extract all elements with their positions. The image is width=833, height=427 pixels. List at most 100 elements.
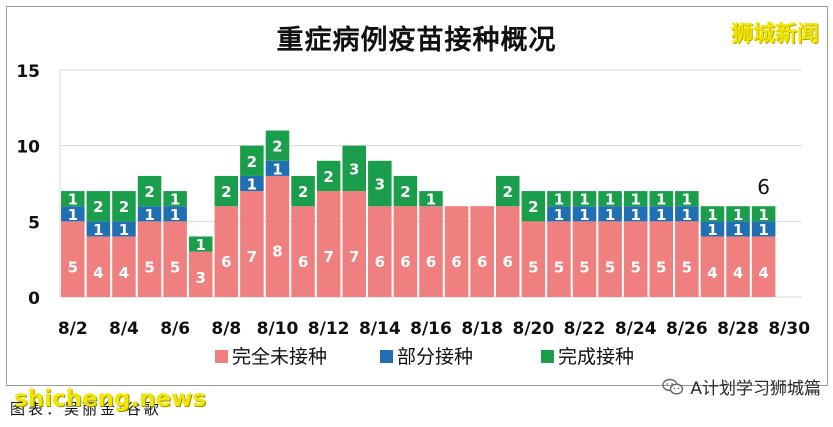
x-tick-label: 8/8 <box>211 319 241 339</box>
data-label: 5 <box>682 259 692 277</box>
bar-segment <box>137 221 162 297</box>
data-label: 1 <box>170 206 180 224</box>
data-label: 4 <box>119 264 129 282</box>
data-label: 7 <box>247 248 257 266</box>
data-label: 2 <box>93 198 103 216</box>
data-label: 1 <box>707 206 717 224</box>
bar-segment <box>316 191 341 297</box>
data-label: 1 <box>93 221 103 239</box>
legend-swatch <box>380 350 393 363</box>
bar-segment <box>726 236 750 297</box>
bar-segment <box>368 160 392 207</box>
data-label: 5 <box>579 259 589 277</box>
x-tick-label: 8/16 <box>410 319 452 339</box>
data-label: 7 <box>323 248 333 266</box>
x-tick-label: 8/24 <box>615 319 657 339</box>
data-label: 6 <box>221 253 231 271</box>
x-tick-label: 8/6 <box>160 319 190 339</box>
data-label: 2 <box>323 168 333 186</box>
data-label: 2 <box>272 138 282 156</box>
data-label: 4 <box>758 264 768 282</box>
legend-label: 部分接种 <box>397 346 473 368</box>
data-label: 1 <box>196 236 206 254</box>
bar-segment <box>265 160 290 176</box>
bar-segment <box>675 206 699 222</box>
data-label: 6 <box>451 253 461 271</box>
data-label: 4 <box>733 264 743 282</box>
data-label: 5 <box>656 259 666 277</box>
bar-segment <box>598 206 622 222</box>
bar-segment <box>751 236 776 297</box>
data-label: 1 <box>605 191 615 209</box>
bar-segment <box>137 175 162 207</box>
bar-segment <box>495 175 520 207</box>
watermark-url: shicheng.news <box>14 386 207 412</box>
y-tick-label: 15 <box>16 62 40 82</box>
y-tick-label: 10 <box>16 138 40 158</box>
bar-segment <box>163 191 187 207</box>
bar-segment <box>547 191 571 207</box>
data-label: 4 <box>707 264 717 282</box>
bar-segment <box>547 221 571 297</box>
bar-segment <box>342 191 367 297</box>
data-label: 1 <box>733 206 743 224</box>
bar-segment <box>291 206 315 297</box>
data-label: 1 <box>579 206 589 224</box>
y-tick-label: 0 <box>28 289 40 309</box>
bar-segment <box>649 221 674 297</box>
data-label: 2 <box>298 183 308 201</box>
data-label: 1 <box>656 191 666 209</box>
bar-segment <box>572 191 597 207</box>
legend-label: 完成接种 <box>558 346 634 368</box>
bar-segment <box>726 206 750 222</box>
bar-segment <box>61 191 85 207</box>
bar-segment <box>86 191 111 222</box>
bar-segment <box>572 221 597 297</box>
bar-segment <box>751 221 776 237</box>
bar-segment <box>86 221 111 237</box>
data-label: 6 <box>477 253 487 271</box>
data-label: 2 <box>221 183 231 201</box>
bar-segment <box>547 206 571 222</box>
data-label: 1 <box>68 206 78 224</box>
bar-segment <box>393 206 418 297</box>
data-label: 7 <box>349 248 359 266</box>
annotation-label: 6 <box>757 175 770 199</box>
bar-segment <box>163 221 187 297</box>
bar-segment <box>675 221 699 297</box>
data-label: 6 <box>400 253 410 271</box>
data-label: 1 <box>119 221 129 239</box>
x-tick-label: 8/18 <box>461 319 503 339</box>
data-label: 3 <box>196 269 206 287</box>
bar-segment <box>623 191 648 207</box>
x-tick-label: 8/28 <box>717 319 759 339</box>
bar-segment <box>240 175 264 192</box>
wechat-account-name: A计划学习狮城篇 <box>690 379 821 399</box>
bar-segment <box>61 221 85 297</box>
bar-segment <box>163 206 187 222</box>
wechat-icon <box>662 378 684 396</box>
data-label: 1 <box>554 206 564 224</box>
data-label: 1 <box>144 206 154 224</box>
bar-segment <box>137 206 162 222</box>
data-label: 1 <box>707 221 717 239</box>
bar-segment <box>188 236 213 252</box>
legend-swatch <box>215 350 228 363</box>
legend-swatch <box>541 350 554 363</box>
data-label: 1 <box>656 206 666 224</box>
bar-segment <box>623 221 648 297</box>
x-tick-label: 8/22 <box>564 319 606 339</box>
data-label: 1 <box>426 191 436 209</box>
data-label: 1 <box>630 191 640 209</box>
data-label: 3 <box>375 176 385 194</box>
bar-segment <box>112 191 136 222</box>
bar-segment <box>751 206 776 222</box>
data-label: 1 <box>272 160 282 178</box>
data-label: 1 <box>682 191 692 209</box>
bar-segment <box>444 206 469 297</box>
bar-segment <box>572 206 597 222</box>
bar-segment <box>470 206 494 297</box>
bar-segment <box>188 251 213 297</box>
bar-segment <box>393 175 418 207</box>
x-tick-label: 8/30 <box>768 319 810 339</box>
